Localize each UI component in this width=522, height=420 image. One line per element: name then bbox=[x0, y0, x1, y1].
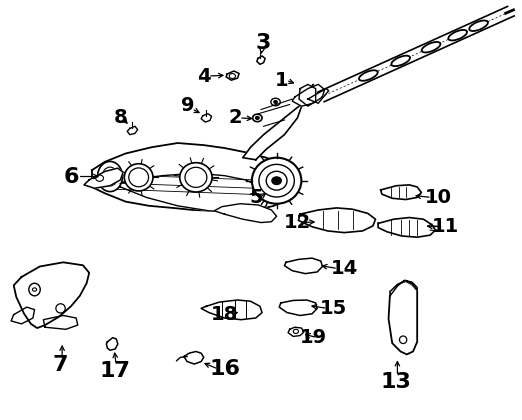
Polygon shape bbox=[299, 84, 316, 106]
Text: 14: 14 bbox=[330, 259, 358, 278]
Polygon shape bbox=[226, 71, 239, 80]
Polygon shape bbox=[14, 262, 89, 328]
Polygon shape bbox=[97, 173, 269, 212]
Text: 11: 11 bbox=[432, 217, 459, 236]
Text: 17: 17 bbox=[100, 361, 130, 381]
Polygon shape bbox=[127, 126, 138, 135]
Ellipse shape bbox=[272, 177, 281, 184]
Polygon shape bbox=[184, 352, 204, 364]
Text: 5: 5 bbox=[249, 188, 263, 207]
Text: 13: 13 bbox=[381, 372, 412, 391]
Text: 1: 1 bbox=[275, 71, 289, 90]
Text: 10: 10 bbox=[424, 188, 452, 207]
Ellipse shape bbox=[422, 42, 441, 52]
Ellipse shape bbox=[180, 163, 212, 192]
Polygon shape bbox=[84, 168, 123, 188]
Polygon shape bbox=[390, 280, 417, 296]
Text: 3: 3 bbox=[256, 33, 271, 52]
Ellipse shape bbox=[124, 164, 153, 191]
Text: 4: 4 bbox=[197, 66, 210, 86]
Text: 15: 15 bbox=[321, 299, 348, 318]
Polygon shape bbox=[214, 204, 277, 223]
Text: 12: 12 bbox=[284, 213, 311, 232]
Text: 2: 2 bbox=[228, 108, 242, 127]
Ellipse shape bbox=[448, 30, 467, 40]
Ellipse shape bbox=[253, 114, 262, 122]
Polygon shape bbox=[106, 338, 118, 350]
Text: 18: 18 bbox=[211, 305, 238, 324]
Text: 9: 9 bbox=[181, 96, 195, 115]
Ellipse shape bbox=[392, 56, 410, 66]
Text: 7: 7 bbox=[53, 355, 68, 375]
Ellipse shape bbox=[469, 21, 488, 31]
Text: 8: 8 bbox=[114, 108, 127, 127]
Ellipse shape bbox=[256, 116, 259, 119]
Polygon shape bbox=[381, 185, 421, 200]
Ellipse shape bbox=[252, 158, 301, 204]
Polygon shape bbox=[11, 307, 34, 324]
Polygon shape bbox=[43, 315, 78, 329]
Text: 19: 19 bbox=[300, 328, 327, 347]
Polygon shape bbox=[388, 281, 417, 354]
Polygon shape bbox=[279, 300, 317, 315]
Text: 6: 6 bbox=[63, 166, 79, 186]
Text: 16: 16 bbox=[209, 359, 240, 379]
Polygon shape bbox=[201, 114, 211, 122]
Polygon shape bbox=[288, 327, 304, 336]
Ellipse shape bbox=[274, 100, 277, 103]
Polygon shape bbox=[284, 258, 323, 273]
Polygon shape bbox=[243, 84, 316, 160]
Polygon shape bbox=[299, 208, 375, 233]
Polygon shape bbox=[201, 300, 262, 320]
Ellipse shape bbox=[98, 161, 123, 192]
Polygon shape bbox=[92, 143, 290, 211]
Polygon shape bbox=[292, 84, 325, 106]
Ellipse shape bbox=[359, 70, 378, 81]
Polygon shape bbox=[378, 218, 435, 237]
Polygon shape bbox=[257, 56, 265, 64]
Polygon shape bbox=[308, 89, 329, 103]
